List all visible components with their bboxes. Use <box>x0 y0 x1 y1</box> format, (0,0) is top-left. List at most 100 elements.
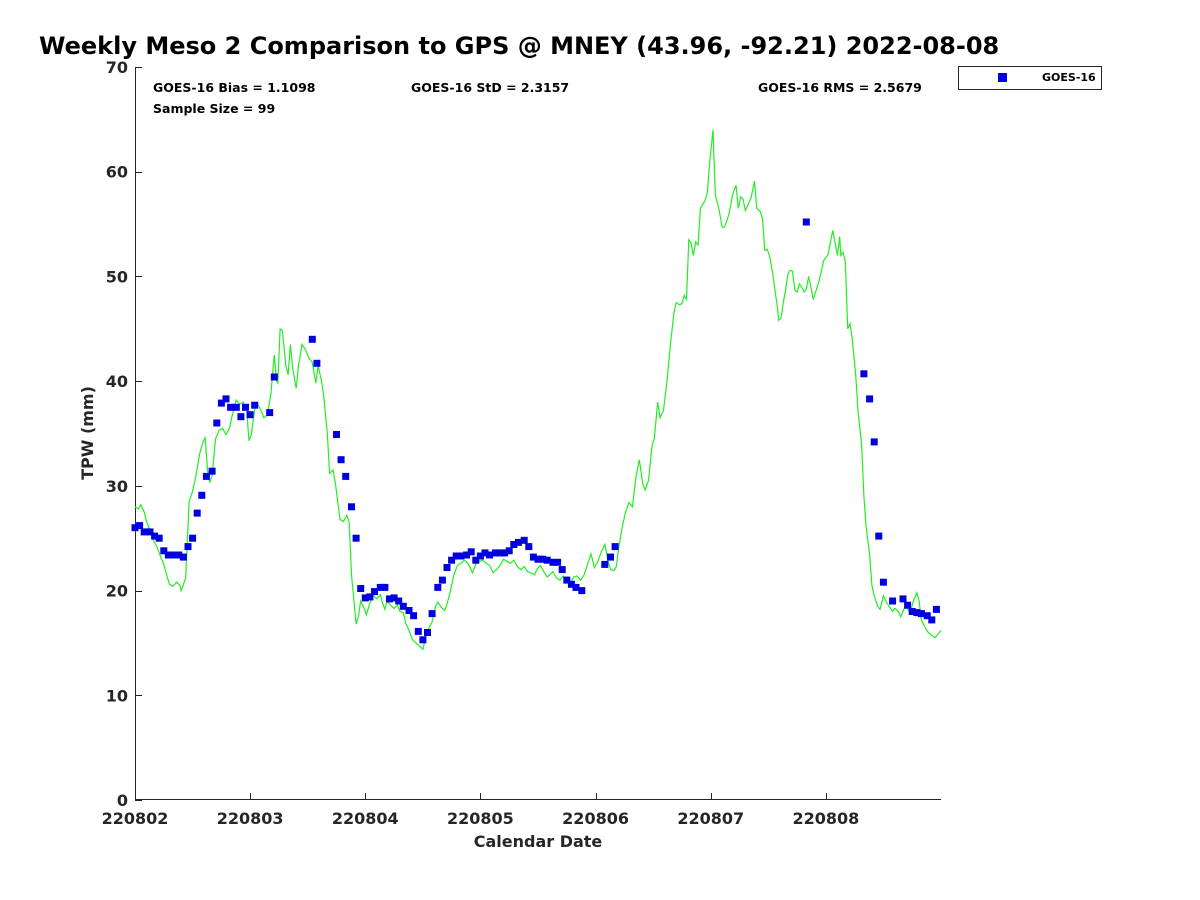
data-point-goes16 <box>525 543 533 551</box>
data-point-goes16 <box>217 399 225 407</box>
data-point-goes16 <box>357 585 365 592</box>
data-point-goes16 <box>202 472 210 480</box>
data-point-goes16 <box>510 541 518 548</box>
data-point-goes16 <box>399 602 407 610</box>
x-ticks: 220802 220803 220804 220805 220806 220807 2208… <box>102 793 859 828</box>
stat-rms: GOES-16 RMS = 2.5679 <box>758 80 922 95</box>
data-point-goes16 <box>246 411 254 419</box>
data-point-goes16 <box>193 509 201 517</box>
data-point-goes16 <box>866 395 874 403</box>
stat-bias: GOES-16 Bias = 1.1098 <box>153 80 315 95</box>
data-point-goes16 <box>452 552 460 560</box>
series-line-gps <box>134 129 942 651</box>
data-point-goes16 <box>491 549 499 557</box>
x-tick-label: 220804 <box>332 809 399 828</box>
y-tick-label: 0 <box>117 791 128 810</box>
data-point-goes16 <box>438 576 446 584</box>
data-point-goes16 <box>558 566 566 574</box>
data-point-goes16 <box>486 551 494 559</box>
data-point-goes16 <box>270 373 278 381</box>
x-tick-label: 220807 <box>677 809 744 828</box>
data-point-goes16 <box>146 528 154 536</box>
data-point-goes16 <box>505 547 513 555</box>
legend-marker-goes16 <box>998 73 1007 82</box>
data-point-goes16 <box>923 612 931 620</box>
data-point-goes16 <box>543 556 551 564</box>
data-point-goes16 <box>251 401 259 409</box>
data-point-goes16 <box>371 588 378 596</box>
data-point-goes16 <box>189 534 197 542</box>
data-point-goes16 <box>136 522 144 530</box>
data-point-goes16 <box>860 370 868 378</box>
data-point-goes16 <box>414 627 422 635</box>
data-point-goes16 <box>155 534 163 542</box>
data-point-goes16 <box>501 549 509 557</box>
data-point-goes16 <box>611 543 619 551</box>
data-point-goes16 <box>175 551 183 559</box>
data-point-goes16 <box>908 608 916 615</box>
data-point-goes16 <box>140 528 148 536</box>
data-point-goes16 <box>395 597 403 605</box>
data-point-goes16 <box>227 403 235 411</box>
data-point-goes16 <box>443 564 451 571</box>
data-point-goes16 <box>514 538 522 546</box>
data-point-goes16 <box>376 583 384 591</box>
y-tick-label: 20 <box>106 582 128 601</box>
data-point-goes16 <box>567 580 575 588</box>
data-point-goes16 <box>410 612 418 620</box>
data-point-goes16 <box>496 549 504 557</box>
data-point-goes16 <box>913 609 921 617</box>
data-point-goes16 <box>184 543 192 551</box>
x-tick-label: 220802 <box>102 809 169 828</box>
data-point-goes16 <box>463 551 471 559</box>
data-point-goes16 <box>179 553 187 561</box>
data-point-goes16 <box>169 551 177 559</box>
data-point-goes16 <box>572 583 580 591</box>
data-point-goes16 <box>313 359 321 367</box>
y-tick-label: 10 <box>106 686 128 705</box>
data-point-goes16 <box>419 636 427 644</box>
data-point-goes16 <box>549 558 557 566</box>
stat-std: GOES-16 StD = 2.3157 <box>411 80 569 95</box>
data-point-goes16 <box>578 587 586 595</box>
stat-sample-size: Sample Size = 99 <box>153 101 275 116</box>
data-point-goes16 <box>481 549 489 557</box>
data-point-goes16 <box>870 438 878 446</box>
legend: GOES-16 <box>958 66 1102 90</box>
data-point-goes16 <box>875 532 883 540</box>
data-point-goes16 <box>232 403 240 411</box>
y-tick-label: 70 <box>106 58 128 77</box>
data-point-goes16 <box>917 610 925 618</box>
data-point-goes16 <box>151 532 159 540</box>
x-tick-label: 220803 <box>217 809 284 828</box>
y-tick-label: 50 <box>106 267 128 286</box>
data-point-goes16 <box>366 593 374 601</box>
data-point-goes16 <box>428 610 436 618</box>
y-tick-label: 40 <box>106 372 128 391</box>
data-point-goes16 <box>337 456 345 464</box>
y-tick-label: 30 <box>106 477 128 496</box>
data-point-goes16 <box>932 605 940 613</box>
data-point-goes16 <box>520 536 528 544</box>
data-point-goes16 <box>381 583 389 591</box>
data-point-goes16 <box>333 431 340 438</box>
data-point-goes16 <box>457 552 465 560</box>
stats-annotations: GOES-16 Bias = 1.1098 GOES-16 StD = 2.31… <box>153 80 922 116</box>
data-point-goes16 <box>348 503 355 511</box>
data-point-goes16 <box>601 560 609 568</box>
data-point-goes16 <box>266 409 274 417</box>
data-point-goes16 <box>352 534 360 542</box>
data-point-goes16 <box>361 594 369 602</box>
x-tick-label: 220806 <box>562 809 629 828</box>
legend-box <box>958 66 1102 90</box>
legend-label-goes16: GOES-16 <box>1042 71 1096 84</box>
x-tick-label: 220805 <box>447 809 514 828</box>
data-point-goes16 <box>879 578 887 586</box>
data-point-goes16 <box>889 597 897 605</box>
data-point-goes16 <box>539 555 547 563</box>
y-ticks: 0 10 20 30 40 50 60 70 <box>106 58 142 810</box>
data-point-goes16 <box>222 395 230 403</box>
chart-title: Weekly Meso 2 Comparison to GPS @ MNEY (… <box>39 32 999 60</box>
data-point-goes16 <box>534 555 542 563</box>
